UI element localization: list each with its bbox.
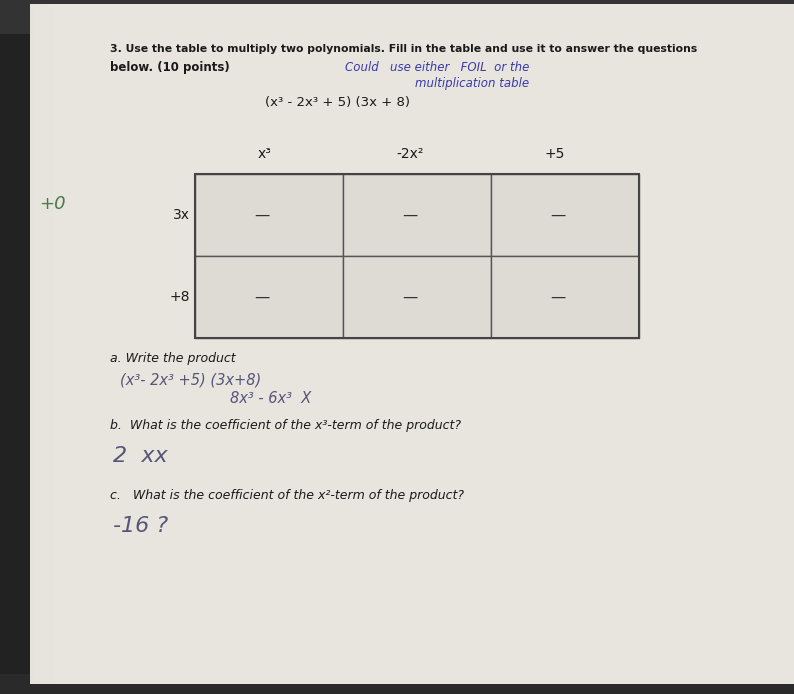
Text: x³: x³ [258,147,272,161]
Bar [32,4,33,684]
Bar [195,256,343,338]
Bar [35,4,36,684]
Bar [45,4,46,684]
Bar [48,4,49,684]
Bar [491,174,639,256]
Bar [51,4,52,684]
Text: 8x³ - 6x³  X: 8x³ - 6x³ X [230,391,311,406]
Bar [47,4,48,684]
Bar [30,4,31,684]
Bar [42,4,43,684]
Bar [195,174,639,338]
Text: —: — [550,208,565,223]
Bar [491,256,639,338]
Text: +5: +5 [545,147,565,161]
Bar [46,4,47,684]
Bar [52,4,53,684]
Text: -2x²: -2x² [396,147,424,161]
Bar [53,4,54,684]
Bar [49,4,50,684]
Bar [33,4,34,684]
Bar [43,4,44,684]
Text: below. (10 points): below. (10 points) [110,61,229,74]
Text: —: — [402,289,417,305]
Bar [36,4,37,684]
Bar [0,0,55,694]
Bar [0,0,794,34]
Bar [50,4,51,684]
Bar [38,4,39,684]
Bar [343,174,491,256]
Text: —: — [254,208,269,223]
Text: Could   use either   FOIL  or the: Could use either FOIL or the [345,61,530,74]
Text: 3x: 3x [173,208,190,222]
Text: multiplication table: multiplication table [415,77,529,90]
Text: —: — [254,289,269,305]
Text: (x³- 2x³ +5) (3x+8): (x³- 2x³ +5) (3x+8) [120,372,261,387]
Bar [41,4,42,684]
Bar [37,4,38,684]
Bar [34,4,35,684]
Text: b.  What is the coefficient of the x³-term of the product?: b. What is the coefficient of the x³-ter… [110,419,461,432]
Text: —: — [402,208,417,223]
Text: +0: +0 [39,195,65,213]
Bar [343,256,491,338]
Text: -16 ?: -16 ? [113,516,168,536]
Text: +8: +8 [169,290,190,304]
Bar [0,674,794,694]
Bar [44,4,45,684]
Text: a. Write the product: a. Write the product [110,352,236,365]
Bar [39,4,40,684]
Text: 3. Use the table to multiply two polynomials. Fill in the table and use it to an: 3. Use the table to multiply two polynom… [110,44,697,54]
Bar [195,174,343,256]
Bar [31,4,32,684]
Bar [54,4,55,684]
Text: —: — [550,289,565,305]
Text: (x³ - 2x³ + 5) (3x + 8): (x³ - 2x³ + 5) (3x + 8) [265,96,410,109]
Bar [40,4,41,684]
Text: 2  xx: 2 xx [113,446,168,466]
Text: c.   What is the coefficient of the x²-term of the product?: c. What is the coefficient of the x²-ter… [110,489,464,502]
